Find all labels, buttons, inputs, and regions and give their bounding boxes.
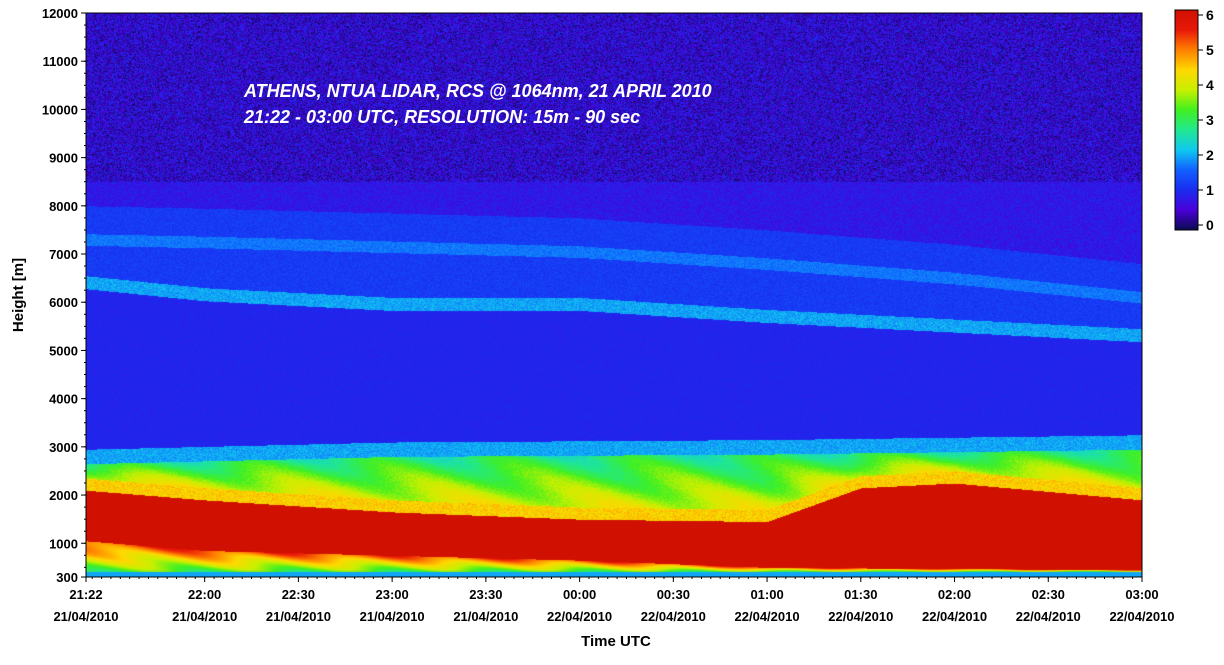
y-tick-label: 4000 bbox=[49, 392, 78, 407]
x-tick-date: 22/04/2010 bbox=[547, 609, 612, 624]
y-tick-label: 8000 bbox=[49, 199, 78, 214]
rcs-heatmap bbox=[86, 13, 1142, 577]
colorbar-tick-label: 3 bbox=[1206, 112, 1214, 128]
x-tick-date: 22/04/2010 bbox=[1109, 609, 1174, 624]
x-axis: 21:22 21/04/2010 22:00 21/04/2010 22:30 21/04… bbox=[53, 577, 1175, 624]
y-tick-label: 11000 bbox=[43, 54, 78, 69]
colorbar-tick-label: 4 bbox=[1206, 77, 1214, 93]
y-tick-label: 12000 bbox=[42, 6, 78, 21]
x-tick-time: 02:30 bbox=[1032, 587, 1065, 602]
x-tick-time: 00:00 bbox=[563, 587, 596, 602]
y-tick-label: 10000 bbox=[42, 102, 78, 117]
colorbar-tick-label: 5 bbox=[1206, 42, 1214, 58]
y-tick-label: 1000 bbox=[49, 536, 78, 551]
y-tick-label: 3000 bbox=[49, 440, 78, 455]
x-tick-time: 01:00 bbox=[750, 587, 783, 602]
x-tick-time: 02:00 bbox=[938, 587, 971, 602]
y-tick-label: 6000 bbox=[49, 295, 78, 310]
plot-frame bbox=[85, 12, 1143, 578]
x-tick-date: 22/04/2010 bbox=[641, 609, 706, 624]
x-tick-date: 22/04/2010 bbox=[735, 609, 800, 624]
x-tick-time: 22:30 bbox=[282, 587, 315, 602]
y-tick-label: 300 bbox=[56, 570, 78, 585]
chart-title-line-1: ATHENS, NTUA LIDAR, RCS @ 1064nm, 21 APR… bbox=[243, 81, 712, 101]
x-tick-date: 22/04/2010 bbox=[1016, 609, 1081, 624]
x-tick-date: 21/04/2010 bbox=[53, 609, 118, 624]
x-tick-date: 22/04/2010 bbox=[828, 609, 893, 624]
x-tick-time: 22:00 bbox=[188, 587, 221, 602]
x-tick-time: 21:22 bbox=[69, 587, 102, 602]
y-axis: 300 1000 2000 3000 4000 5000 6000 7000 8000 9000 1… bbox=[42, 6, 86, 585]
x-tick-time: 03:00 bbox=[1125, 587, 1158, 602]
x-tick-date: 22/04/2010 bbox=[922, 609, 987, 624]
x-tick-date: 21/04/2010 bbox=[172, 609, 237, 624]
x-tick-time: 01:30 bbox=[844, 587, 877, 602]
x-tick-time: 23:30 bbox=[469, 587, 502, 602]
x-tick-time: 23:00 bbox=[376, 587, 409, 602]
x-tick-date: 21/04/2010 bbox=[266, 609, 331, 624]
colorbar-ticks: 0 1 2 3 4 5 6 bbox=[1198, 7, 1214, 233]
colorbar-tick-label: 2 bbox=[1206, 147, 1214, 163]
x-tick-time: 00:30 bbox=[657, 587, 690, 602]
colorbar-tick-label: 1 bbox=[1206, 182, 1214, 198]
x-tick-date: 21/04/2010 bbox=[453, 609, 518, 624]
chart-title-line-2: 21:22 - 03:00 UTC, RESOLUTION: 15m - 90 … bbox=[243, 107, 640, 127]
x-axis-title: Time UTC bbox=[581, 633, 651, 650]
colorbar-tick-label: 6 bbox=[1206, 7, 1214, 23]
y-axis-title: Height [m] bbox=[10, 258, 27, 332]
colorbar-gradient bbox=[1174, 9, 1199, 231]
y-tick-label: 7000 bbox=[49, 247, 78, 262]
colorbar: 0 1 2 3 4 5 6 bbox=[1174, 7, 1214, 233]
y-tick-label: 2000 bbox=[49, 488, 78, 503]
y-tick-label: 5000 bbox=[49, 343, 78, 358]
x-tick-date: 21/04/2010 bbox=[360, 609, 425, 624]
y-tick-label: 9000 bbox=[49, 151, 78, 166]
colorbar-tick-label: 0 bbox=[1206, 217, 1214, 233]
